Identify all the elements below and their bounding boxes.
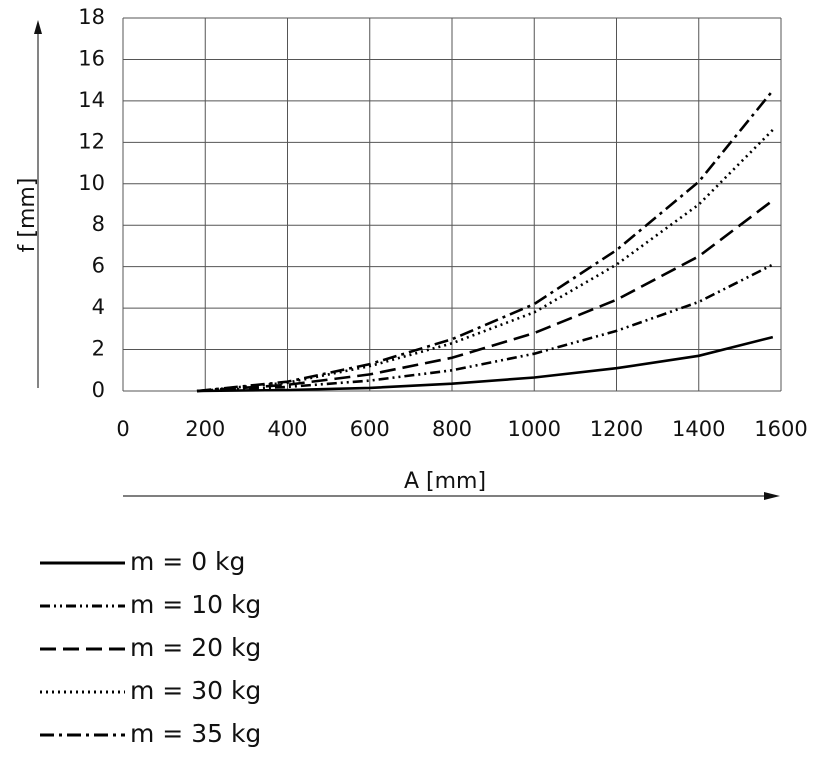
legend-label: m = 30 kg bbox=[130, 676, 261, 705]
x-arrow-head bbox=[764, 492, 780, 500]
series-line bbox=[196, 263, 774, 393]
x-tick-label: 1000 bbox=[508, 417, 561, 441]
y-tick-label: 12 bbox=[78, 129, 105, 153]
x-tick-label: 800 bbox=[432, 417, 472, 441]
x-tick-label: 1400 bbox=[672, 417, 725, 441]
x-tick-label: 400 bbox=[267, 417, 307, 441]
y-tick-label: 0 bbox=[92, 378, 105, 402]
y-tick-label: 18 bbox=[78, 5, 105, 29]
x-tick-label: 1200 bbox=[590, 417, 643, 441]
legend-label: m = 0 kg bbox=[130, 547, 245, 576]
y-tick-label: 6 bbox=[92, 254, 105, 278]
x-tick-label: 1600 bbox=[754, 417, 807, 441]
series-line bbox=[196, 128, 774, 393]
x-axis-title: A [mm] bbox=[404, 469, 486, 494]
y-tick-label: 10 bbox=[78, 171, 105, 195]
y-tick-label: 8 bbox=[92, 212, 105, 236]
x-tick-label: 600 bbox=[350, 417, 390, 441]
legend-label: m = 20 kg bbox=[130, 633, 261, 662]
series-line bbox=[196, 335, 774, 393]
series-line bbox=[196, 89, 774, 393]
x-tick-label: 0 bbox=[116, 417, 129, 441]
y-axis-title: f [mm] bbox=[15, 178, 40, 253]
y-tick-label: 14 bbox=[78, 88, 105, 112]
y-tick-label: 4 bbox=[92, 295, 105, 319]
y-tick-label: 2 bbox=[92, 337, 105, 361]
y-arrow-head bbox=[34, 20, 42, 34]
y-tick-label: 16 bbox=[78, 46, 105, 70]
x-tick-label: 200 bbox=[185, 417, 225, 441]
legend-label: m = 35 kg bbox=[130, 719, 261, 748]
series-line bbox=[196, 199, 774, 393]
legend-label: m = 10 kg bbox=[130, 590, 261, 619]
